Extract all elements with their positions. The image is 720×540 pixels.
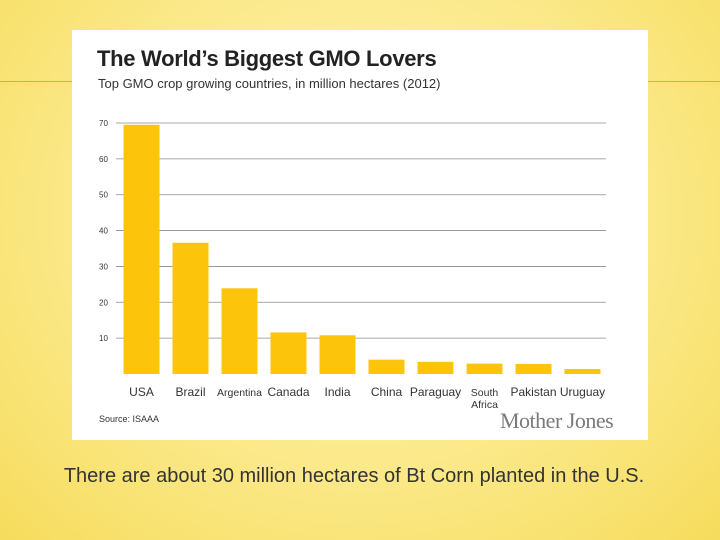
bar-india [319, 335, 356, 374]
x-tick-label: Argentina [217, 387, 262, 399]
bar-brazil [172, 242, 209, 374]
bar-paraguay [417, 361, 454, 374]
bar-usa [123, 124, 160, 375]
chart-title: The World’s Biggest GMO Lovers [97, 46, 437, 71]
bar-south-africa [466, 363, 503, 374]
y-tick-label: 40 [99, 227, 108, 236]
y-tick-label: 10 [99, 334, 108, 343]
chart-subtitle: Top GMO crop growing countries, in milli… [98, 76, 441, 91]
x-tick-label: Brazil [175, 385, 205, 399]
x-tick-label: China [371, 385, 403, 399]
x-tick-label: India [324, 385, 350, 399]
slide-rule-left [0, 81, 72, 82]
x-tick-label: Africa [471, 399, 498, 411]
mother-jones-logo: Mother Jones [500, 408, 614, 433]
x-tick-label: Pakistan [510, 385, 556, 399]
chart-card: The World’s Biggest GMO Lovers Top GMO c… [72, 30, 648, 440]
slide-caption: There are about 30 million hectares of B… [63, 465, 645, 487]
y-tick-label: 60 [99, 155, 108, 164]
bar-pakistan [515, 363, 552, 374]
y-tick-label: 50 [99, 191, 108, 200]
bar-canada [270, 332, 307, 374]
bar-uruguay [564, 368, 601, 374]
x-tick-label: USA [129, 385, 154, 399]
y-tick-label: 20 [99, 298, 108, 307]
bar-chart: 10 20 30 40 50 60 70 USA Brazil Argentina Canada In… [99, 119, 606, 411]
slide-rule-right [648, 81, 720, 82]
bar-argentina [221, 288, 258, 374]
x-tick-label: Paraguay [410, 385, 461, 399]
x-tick-label: Canada [267, 385, 309, 399]
x-tick-label: Uruguay [560, 385, 605, 399]
y-tick-label: 30 [99, 262, 108, 271]
source-note: Source: ISAAA [99, 414, 160, 424]
bar-china [368, 359, 405, 374]
y-tick-label: 70 [99, 119, 108, 128]
x-tick-label: South [471, 387, 499, 399]
